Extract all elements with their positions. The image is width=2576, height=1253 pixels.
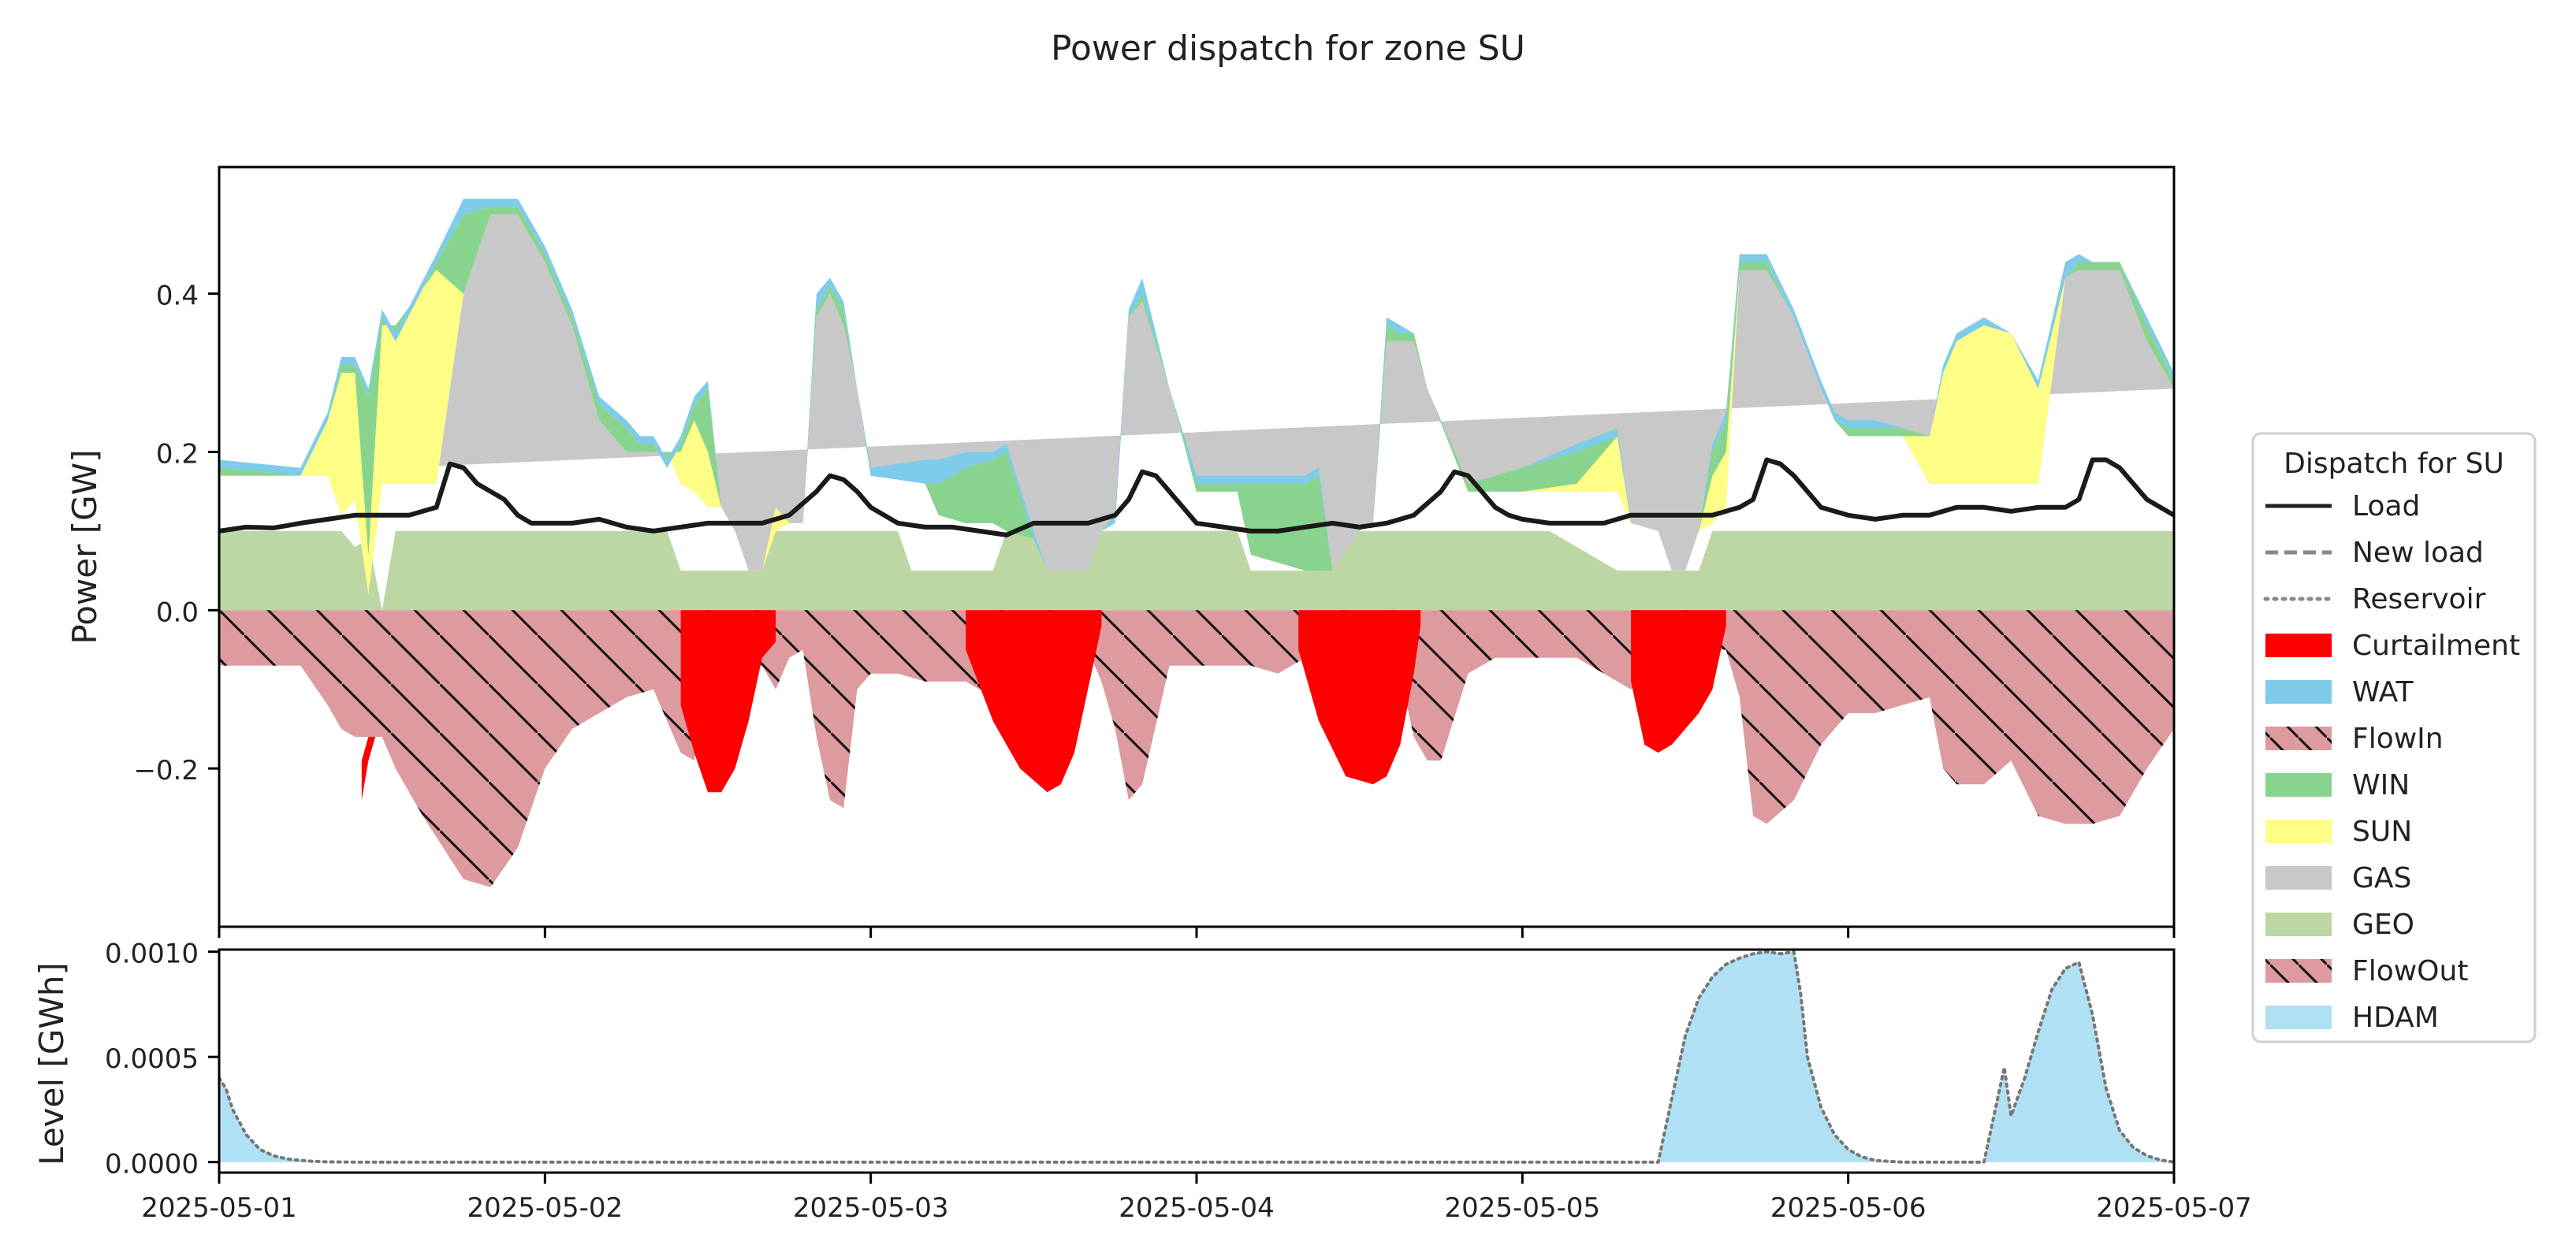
power-ytick-label: 0.0	[156, 597, 199, 628]
curtailment-patch-3	[966, 610, 1102, 793]
level-plot: 0.0000 0.0005 0.0010 2025-05-01 2025-05-02 2…	[32, 939, 2252, 1224]
curtailment-patch-2	[680, 610, 776, 793]
legend-label: WIN	[2352, 769, 2410, 801]
power-ytick-label: −0.2	[133, 755, 199, 786]
level-xtick-label: 2025-05-01	[141, 1192, 297, 1224]
legend-item-curtailment: Curtailment	[2265, 630, 2520, 662]
curtailment-patch-1	[361, 737, 382, 801]
legend-swatch-hatch	[2265, 959, 2332, 983]
legend-item-hdam: HDAM	[2265, 1002, 2439, 1034]
legend-label: FlowIn	[2352, 723, 2444, 755]
level-xtick-label: 2025-05-04	[1119, 1192, 1275, 1224]
legend-label: New load	[2352, 537, 2484, 569]
power-y-axis-label: Power [GW]	[65, 449, 104, 644]
legend-item-load: Load	[2265, 490, 2420, 522]
legend-swatch	[2265, 913, 2332, 936]
level-xtick-label: 2025-05-07	[2096, 1192, 2252, 1224]
legend-item-reservoir: Reservoir	[2263, 583, 2486, 615]
power-ytick-label: 0.2	[156, 439, 199, 470]
legend-label: WAT	[2352, 676, 2414, 708]
legend-title: Dispatch for SU	[2284, 448, 2504, 480]
area-flowout-hatch	[219, 610, 2174, 887]
legend-swatch	[2265, 680, 2332, 704]
legend-swatch	[2265, 820, 2332, 843]
area-hdam	[219, 951, 2174, 1162]
legend-swatch	[2265, 1006, 2332, 1029]
level-ytick-label: 0.0000	[105, 1149, 199, 1180]
power-plot: −0.2 0.0 0.2 0.4 Power [GW]	[65, 165, 2176, 938]
legend-label: Reservoir	[2352, 583, 2486, 615]
legend-item-win: WIN	[2265, 769, 2410, 801]
legend-swatch-hatch	[2265, 727, 2332, 750]
legend-swatch	[2265, 634, 2332, 657]
power-ytick-label: 0.4	[156, 281, 199, 312]
legend-item-flowin: FlowIn	[2265, 723, 2444, 755]
legend-label: Curtailment	[2352, 630, 2520, 662]
level-ytick-label: 0.0005	[105, 1043, 199, 1075]
legend-label: HDAM	[2352, 1002, 2439, 1034]
legend-item-geo: GEO	[2265, 909, 2414, 941]
level-xtick-label: 2025-05-05	[1445, 1192, 1601, 1224]
level-xtick-label: 2025-05-03	[793, 1192, 949, 1224]
legend-label: GAS	[2352, 862, 2411, 894]
legend-item-flowout: FlowOut	[2265, 955, 2468, 987]
legend: Dispatch for SU Load New load Reservoir Cur…	[2251, 432, 2537, 1043]
legend-label: FlowOut	[2352, 955, 2468, 987]
level-ytick-label: 0.0010	[105, 939, 199, 970]
curtailment-patch-4	[1298, 610, 1421, 785]
load-line	[219, 457, 2174, 537]
legend-item-sun: SUN	[2265, 816, 2412, 848]
chart-title: Power dispatch for zone SU	[1051, 28, 1525, 69]
level-y-axis-label: Level [GWh]	[32, 962, 71, 1166]
level-xtick-label: 2025-05-06	[1770, 1192, 1926, 1224]
level-plot-frame	[218, 948, 2176, 1174]
curtailment-patch-5	[1631, 610, 1726, 753]
reservoir-line	[219, 950, 2174, 1164]
legend-label: SUN	[2352, 816, 2412, 848]
legend-item-gas: GAS	[2265, 862, 2411, 894]
area-geo	[219, 530, 2174, 611]
legend-swatch	[2265, 866, 2332, 890]
legend-label: GEO	[2352, 909, 2414, 941]
level-xtick-label: 2025-05-02	[467, 1192, 624, 1224]
legend-label: Load	[2352, 490, 2420, 522]
legend-item-new-load: New load	[2265, 537, 2484, 569]
legend-swatch	[2265, 773, 2332, 797]
legend-item-wat: WAT	[2265, 676, 2414, 708]
area-sun	[219, 214, 2174, 595]
